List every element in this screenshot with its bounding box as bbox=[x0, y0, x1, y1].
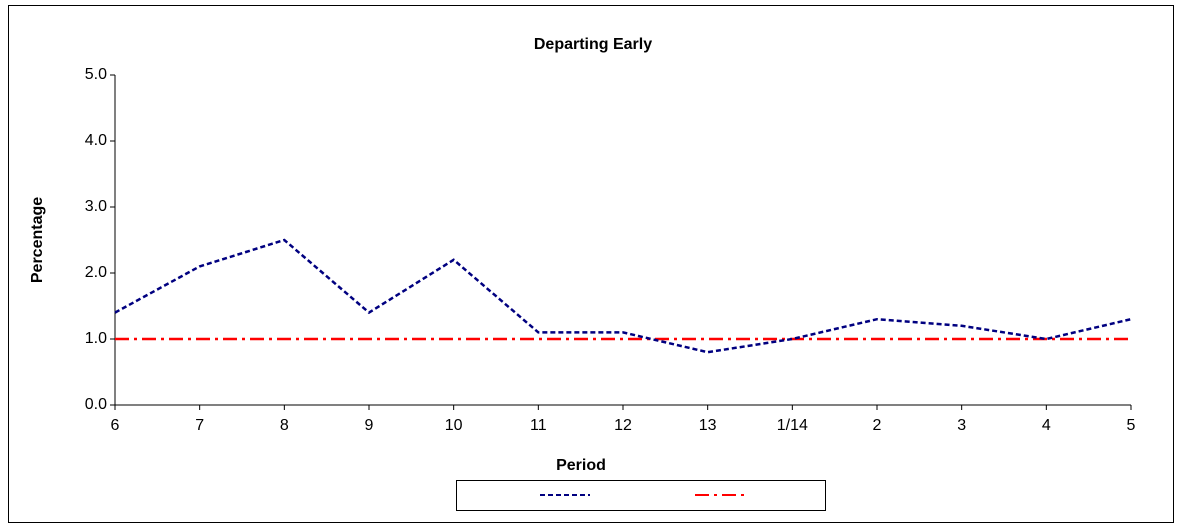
x-axis-label: Period bbox=[556, 457, 606, 474]
x-tick-label: 8 bbox=[280, 417, 289, 434]
y-tick-label: 1.0 bbox=[85, 330, 107, 347]
x-tick-label: 2 bbox=[873, 417, 882, 434]
y-axis-label: Percentage bbox=[29, 197, 46, 283]
y-tick-label: 4.0 bbox=[85, 132, 107, 149]
x-tick-label: 6 bbox=[111, 417, 120, 434]
x-tick-label: 1/14 bbox=[777, 417, 808, 434]
x-tick-label: 3 bbox=[957, 417, 966, 434]
y-tick-label: 5.0 bbox=[85, 66, 107, 83]
y-tick-label: 0.0 bbox=[85, 396, 107, 413]
x-tick-label: 13 bbox=[699, 417, 717, 434]
y-tick-label: 3.0 bbox=[85, 198, 107, 215]
series-line bbox=[114, 238, 1132, 354]
x-tick-label: 7 bbox=[195, 417, 204, 434]
x-tick-label: 9 bbox=[365, 417, 374, 434]
chart-title: Departing Early bbox=[534, 36, 652, 53]
x-tick-label: 5 bbox=[1127, 417, 1136, 434]
chart-border bbox=[8, 5, 1174, 523]
x-tick-label: 4 bbox=[1042, 417, 1051, 434]
x-tick-label: 11 bbox=[530, 417, 547, 434]
legend bbox=[456, 480, 826, 511]
y-tick-label: 2.0 bbox=[85, 264, 107, 281]
x-tick-label: 12 bbox=[614, 417, 632, 434]
x-tick-label: 10 bbox=[445, 417, 463, 434]
